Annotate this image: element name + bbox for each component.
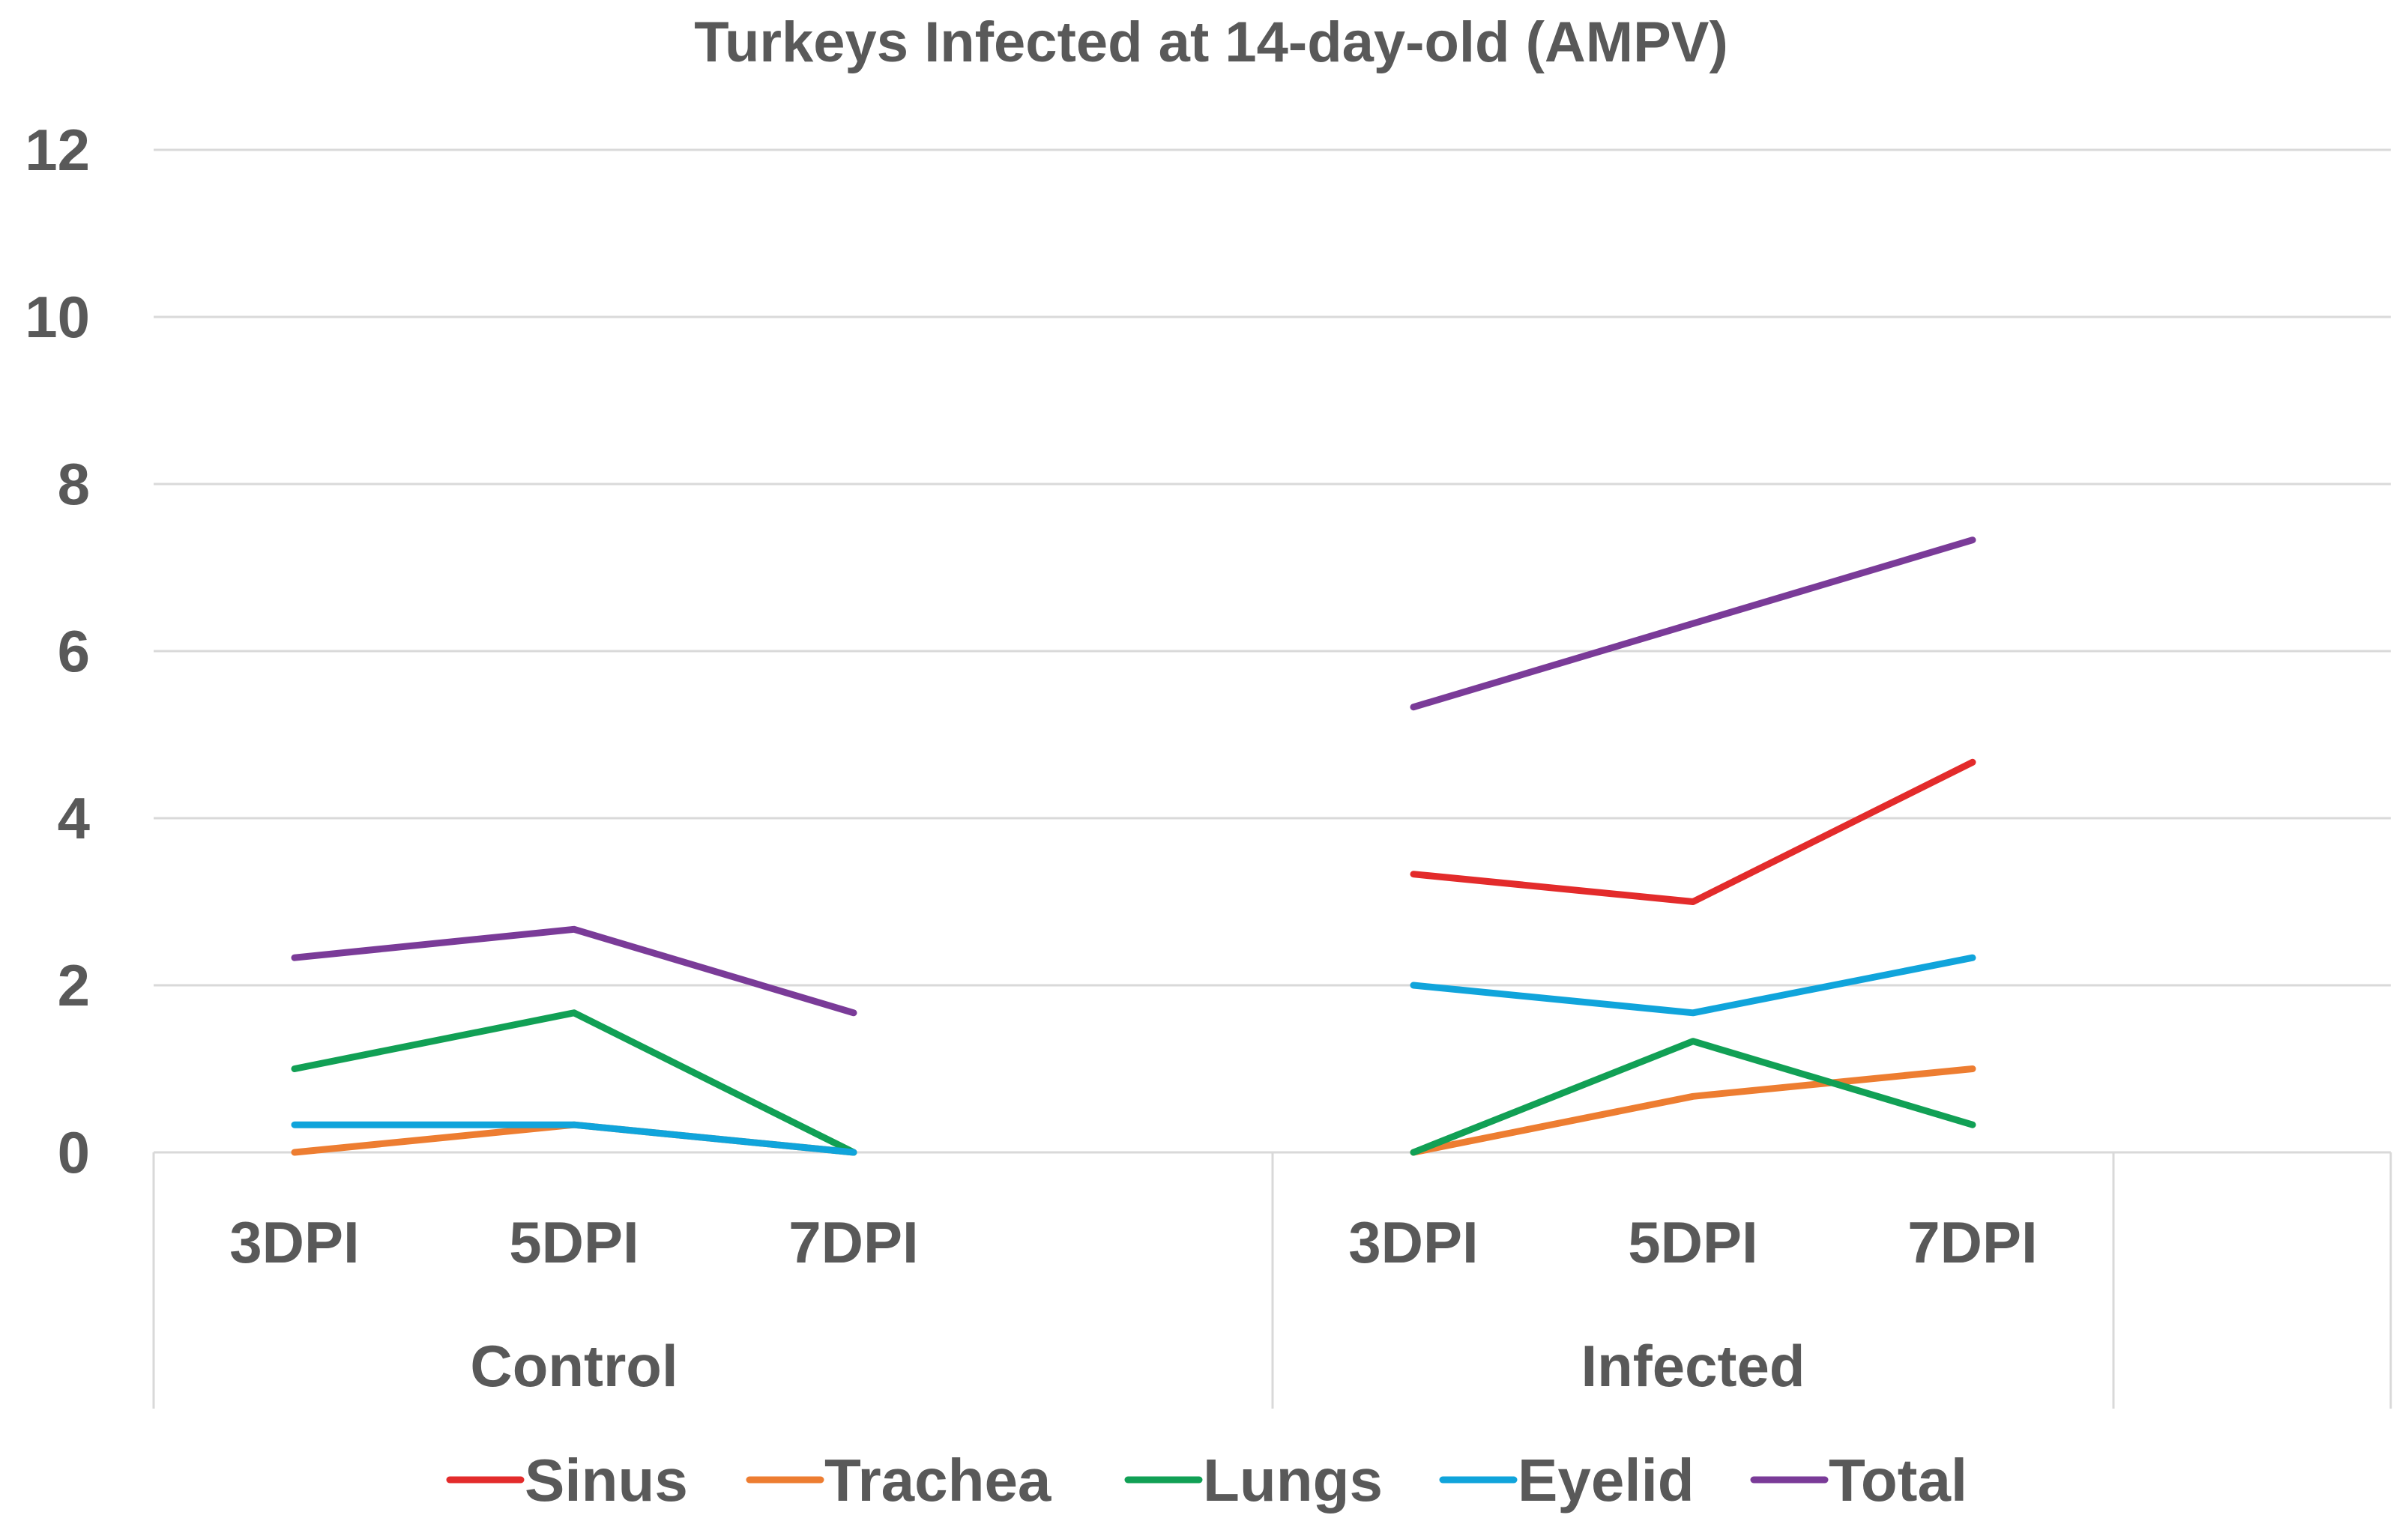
y-tick-label: 8 (58, 451, 90, 517)
x-axis: 3DPI 5DPI 7DPI Control 3DPI 5DPI 7DPI Infected (152, 1151, 2392, 1409)
data-point (852, 1012, 855, 1014)
y-tick-label: 0 (58, 1119, 90, 1185)
legend-label: Sinus (525, 1447, 688, 1514)
data-point (1692, 901, 1695, 904)
y-axis: 0 2 4 6 8 10 12 (25, 117, 90, 1185)
series-line-trachea-infected (1410, 1065, 1976, 1156)
data-point (1412, 873, 1415, 876)
data-point (1692, 1040, 1695, 1043)
x-group-label: Control (470, 1333, 678, 1399)
data-point (1971, 1123, 1974, 1126)
y-tick-label: 10 (25, 284, 90, 350)
data-point (293, 956, 296, 959)
data-point (1971, 760, 1974, 763)
x-group-label: Infected (1581, 1333, 1805, 1399)
series-line-trachea-control (291, 1121, 857, 1156)
series-line-total-control (291, 925, 857, 1017)
legend-item-trachea: Trachea (746, 1447, 1051, 1514)
data-point (573, 1123, 576, 1126)
series-trachea (291, 1065, 1976, 1156)
data-point (573, 928, 576, 931)
data-point (293, 1151, 296, 1154)
gridlines (154, 148, 2391, 987)
x-tick-label: 5DPI (509, 1209, 639, 1275)
legend-label: Total (1829, 1447, 1967, 1514)
series-sinus (1410, 758, 1976, 905)
y-tick-label: 2 (58, 952, 90, 1018)
legend: Sinus Trachea Lungs Eyelid Total (446, 1447, 1967, 1514)
legend-item-total: Total (1750, 1447, 1967, 1514)
x-tick-label: 7DPI (1907, 1209, 2037, 1275)
data-point (293, 1123, 296, 1126)
data-point (1692, 1012, 1695, 1014)
series-lines (291, 536, 1976, 1156)
data-point (1971, 539, 1974, 542)
x-tick-label: 7DPI (788, 1209, 918, 1275)
x-tick-label: 5DPI (1628, 1209, 1757, 1275)
series-line-lungs-control (291, 1009, 857, 1156)
series-line-eyelid-infected (1410, 954, 1976, 1017)
data-point (852, 1151, 855, 1154)
y-tick-label: 12 (25, 117, 90, 183)
data-point (1692, 1095, 1695, 1098)
data-point (1971, 956, 1974, 959)
y-tick-label: 6 (58, 618, 90, 684)
x-tick-label: 3DPI (1348, 1209, 1478, 1275)
data-point (1971, 1068, 1974, 1071)
series-eyelid (291, 954, 1976, 1156)
series-total (291, 536, 1976, 1017)
data-point (1412, 1151, 1415, 1154)
data-point (573, 1012, 576, 1014)
legend-item-lungs: Lungs (1124, 1447, 1383, 1514)
data-point (293, 1068, 296, 1071)
chart-title: Turkeys Infected at 14-day-old (AMPV) (694, 10, 1728, 74)
legend-label: Lungs (1203, 1447, 1383, 1514)
series-line-sinus-infected (1410, 758, 1976, 905)
series-lungs (291, 1009, 1976, 1156)
legend-label: Trachea (824, 1447, 1051, 1514)
series-line-total-infected (1410, 536, 1976, 711)
legend-label: Eyelid (1518, 1447, 1695, 1514)
data-point (1412, 706, 1415, 709)
series-line-eyelid-control (291, 1121, 857, 1156)
x-tick-label: 3DPI (229, 1209, 359, 1275)
legend-item-sinus: Sinus (446, 1447, 688, 1514)
series-line-lungs-infected (1410, 1038, 1976, 1156)
data-point (1412, 984, 1415, 987)
y-tick-label: 4 (58, 785, 90, 851)
legend-item-eyelid: Eyelid (1439, 1447, 1695, 1514)
data-point (1692, 622, 1695, 625)
